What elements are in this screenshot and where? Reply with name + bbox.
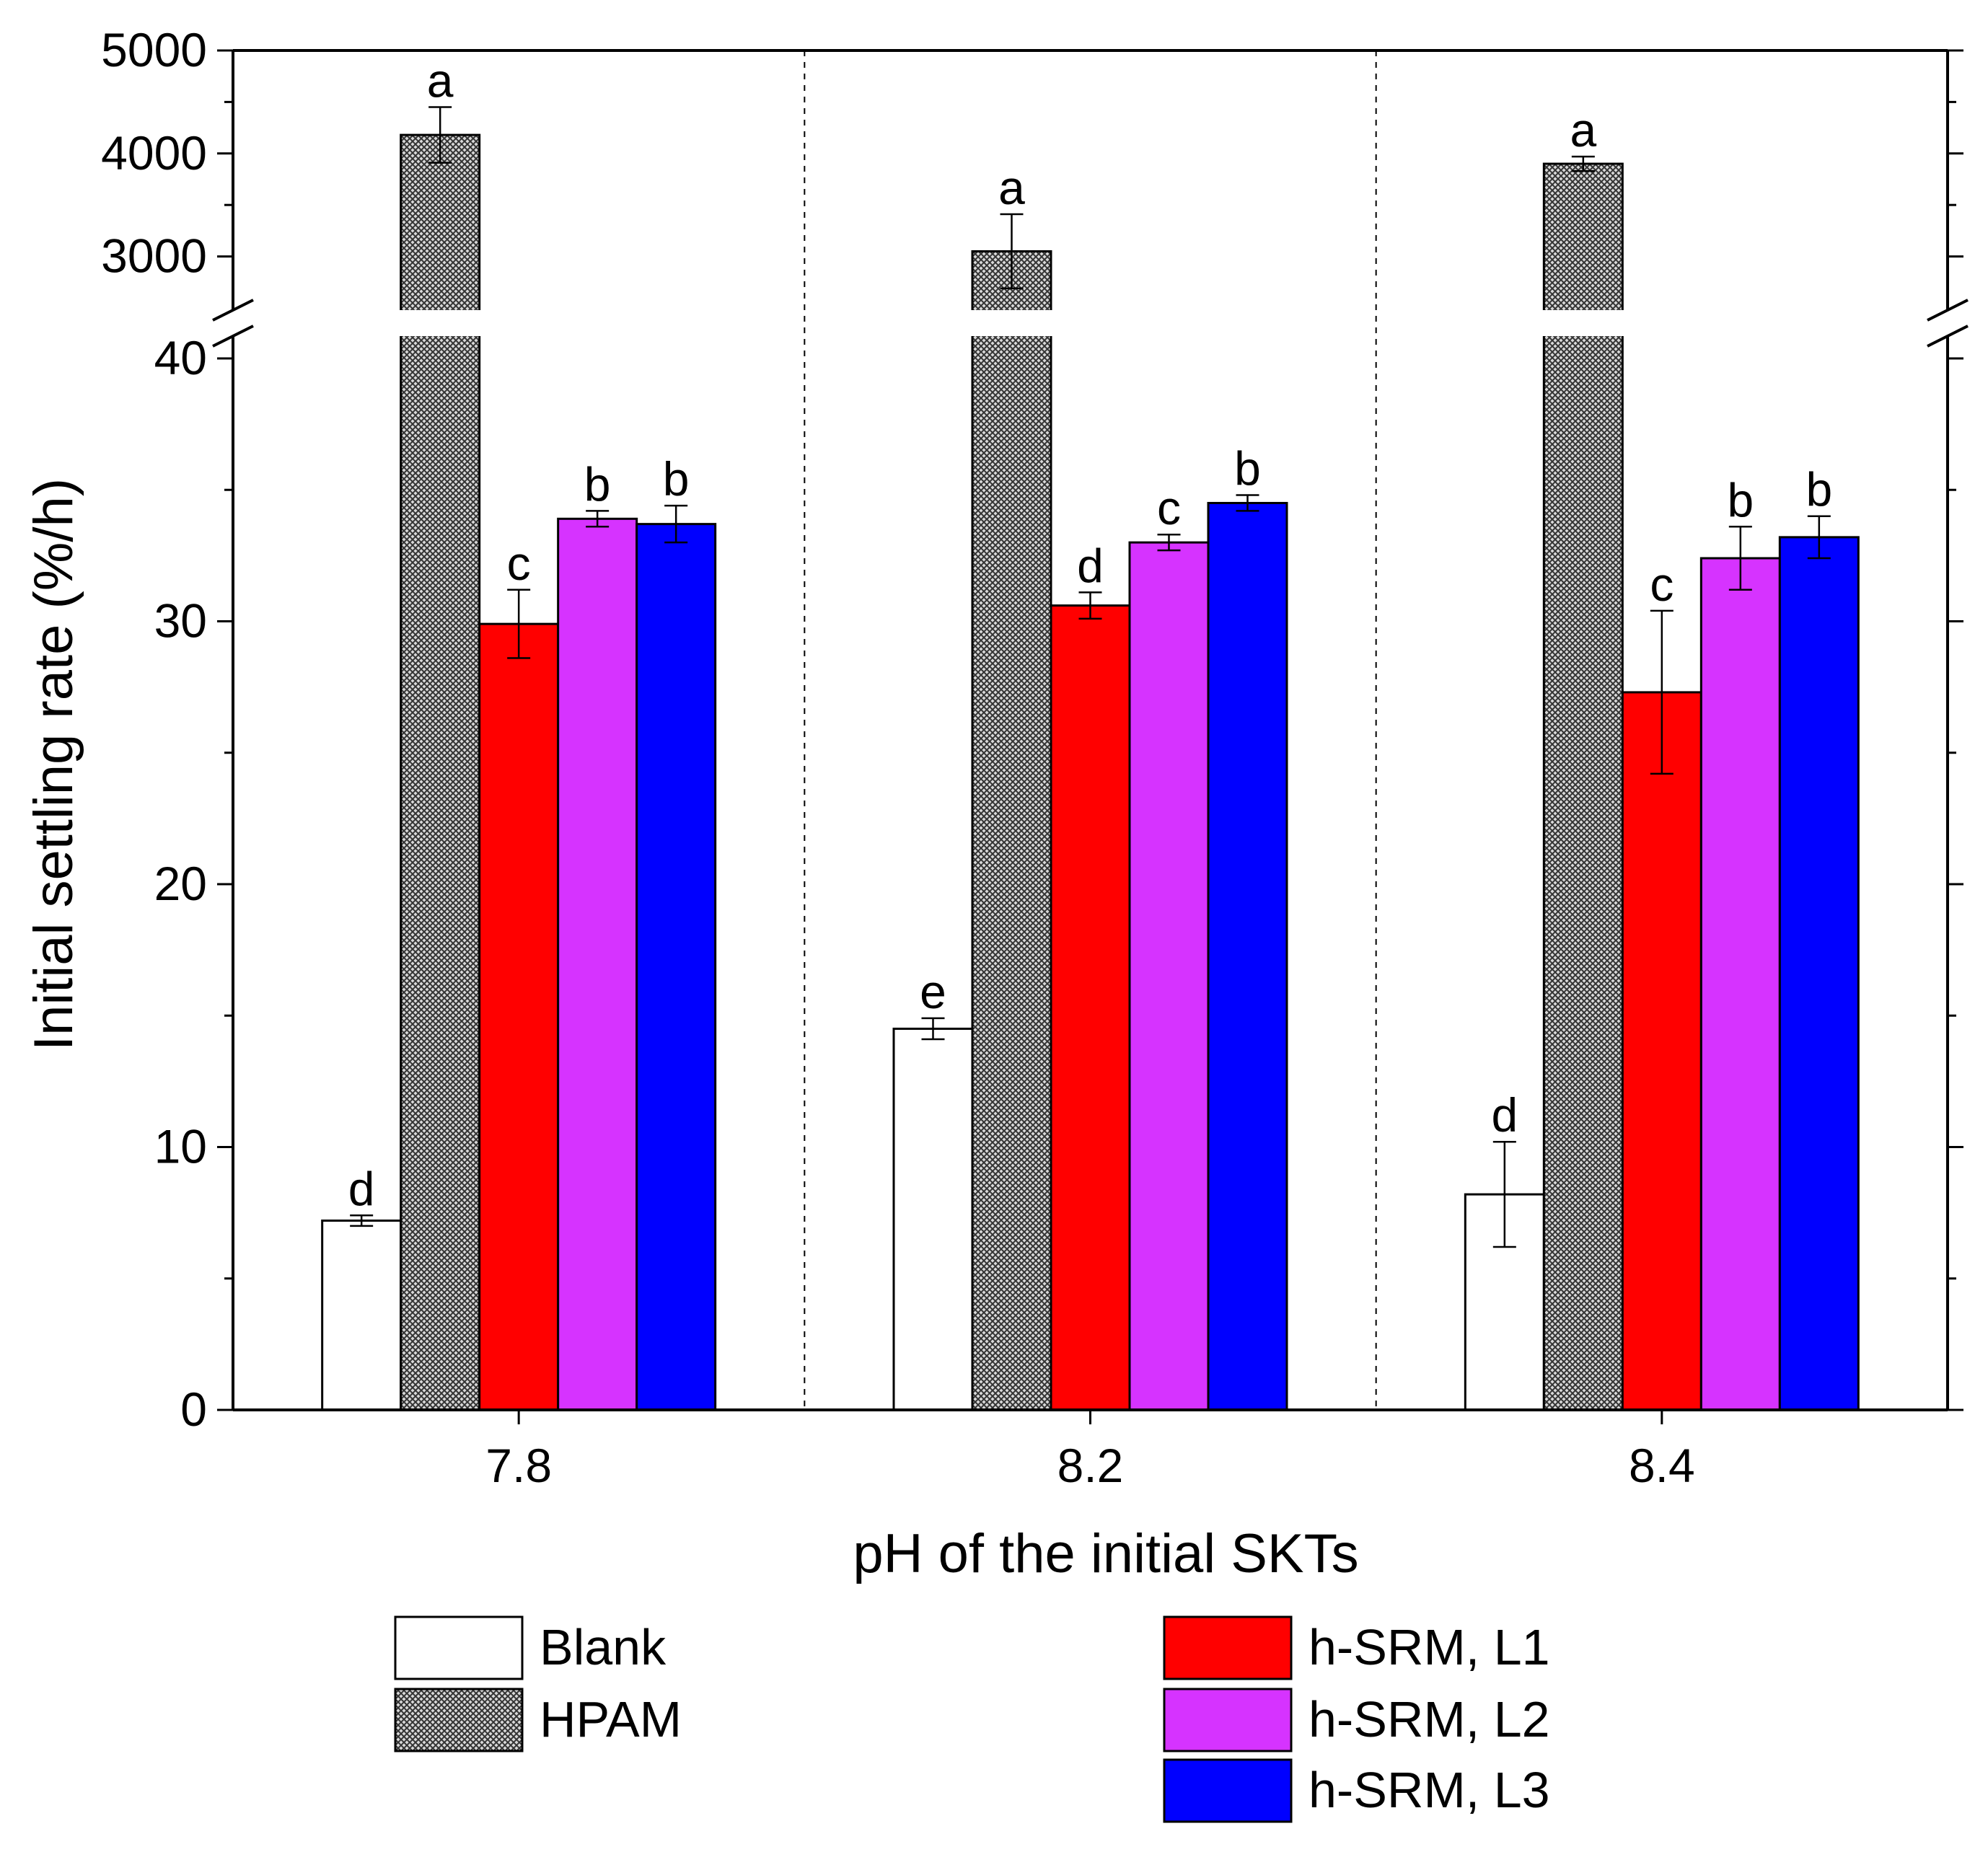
bar-break-gap xyxy=(398,310,482,336)
significance-letter: a xyxy=(998,161,1025,214)
axis-titles: pH of the initial SKTs Initial settling … xyxy=(23,478,1359,1584)
legend-label: HPAM xyxy=(540,1691,682,1747)
significance-letter: d xyxy=(348,1162,375,1215)
y-tick-label: 30 xyxy=(154,594,207,648)
bar xyxy=(635,523,717,1411)
bar xyxy=(1128,541,1210,1411)
legend-swatch xyxy=(1163,1615,1293,1680)
significance-letter: b xyxy=(1727,473,1754,526)
bar xyxy=(1699,557,1781,1411)
bar xyxy=(1207,501,1288,1411)
significance-letter: d xyxy=(1077,539,1104,592)
significance-letter: a xyxy=(427,54,454,107)
significance-letter: e xyxy=(920,965,946,1018)
bar xyxy=(971,250,1052,1411)
legend-label: h-SRM, L1 xyxy=(1309,1619,1550,1675)
legend-label: h-SRM, L3 xyxy=(1309,1762,1550,1818)
y-tick-label: 3000 xyxy=(101,229,207,283)
bar xyxy=(478,622,560,1411)
axis-break-mark xyxy=(212,299,254,322)
y-tick-label: 0 xyxy=(180,1383,207,1436)
significance-letter: d xyxy=(1491,1088,1518,1142)
bar xyxy=(892,1027,974,1411)
y-axis-title: Initial settling rate (%/h) xyxy=(23,478,84,1051)
axes xyxy=(212,49,1969,1424)
axis-break-mark xyxy=(1927,325,1969,348)
significance-letter: b xyxy=(1234,442,1261,495)
significance-letter: c xyxy=(1157,481,1181,534)
legend-label: Blank xyxy=(540,1619,667,1675)
bar xyxy=(1621,691,1702,1411)
x-tick-label: 8.2 xyxy=(1057,1439,1124,1492)
significance-letter: c xyxy=(1650,557,1673,611)
bar-break-gap xyxy=(970,310,1053,336)
significance-letter: b xyxy=(584,457,611,511)
legend-swatch xyxy=(1163,1758,1293,1823)
bar-break-gap xyxy=(1541,310,1625,336)
tick-labels: 7.8 8.2 8.4 0 10 20 30 40 3000 4000 5000 xyxy=(101,23,1695,1492)
x-tick-label: 7.8 xyxy=(485,1439,552,1492)
bar xyxy=(557,517,638,1411)
bar xyxy=(1050,604,1131,1411)
significance-letter: b xyxy=(1806,463,1832,516)
legend: Blank HPAM h-SRM, L1 h-SRM, L2 h-SRM, L3 xyxy=(394,1615,1550,1823)
legend-swatch xyxy=(394,1615,524,1680)
bar xyxy=(321,1220,403,1411)
legend-swatch xyxy=(1163,1688,1293,1752)
legend-swatch xyxy=(394,1688,524,1752)
significance-letter: b xyxy=(663,452,690,506)
bar xyxy=(1542,162,1624,1411)
significance-letter: a xyxy=(1570,103,1596,156)
x-axis-title: pH of the initial SKTs xyxy=(853,1523,1358,1584)
bar xyxy=(400,133,481,1411)
y-tick-label: 4000 xyxy=(101,126,207,180)
y-tick-label: 5000 xyxy=(101,23,207,76)
bar xyxy=(1778,536,1860,1411)
y-tick-label: 40 xyxy=(154,331,207,384)
axis-break-mark xyxy=(212,325,254,348)
legend-label: h-SRM, L2 xyxy=(1309,1691,1550,1747)
y-tick-label: 20 xyxy=(154,857,207,910)
y-tick-label: 10 xyxy=(154,1120,207,1173)
significance-letter: c xyxy=(507,537,531,590)
axis-break-mark xyxy=(1927,299,1969,322)
group-separators xyxy=(804,50,1377,1410)
x-tick-label: 8.4 xyxy=(1629,1439,1695,1492)
